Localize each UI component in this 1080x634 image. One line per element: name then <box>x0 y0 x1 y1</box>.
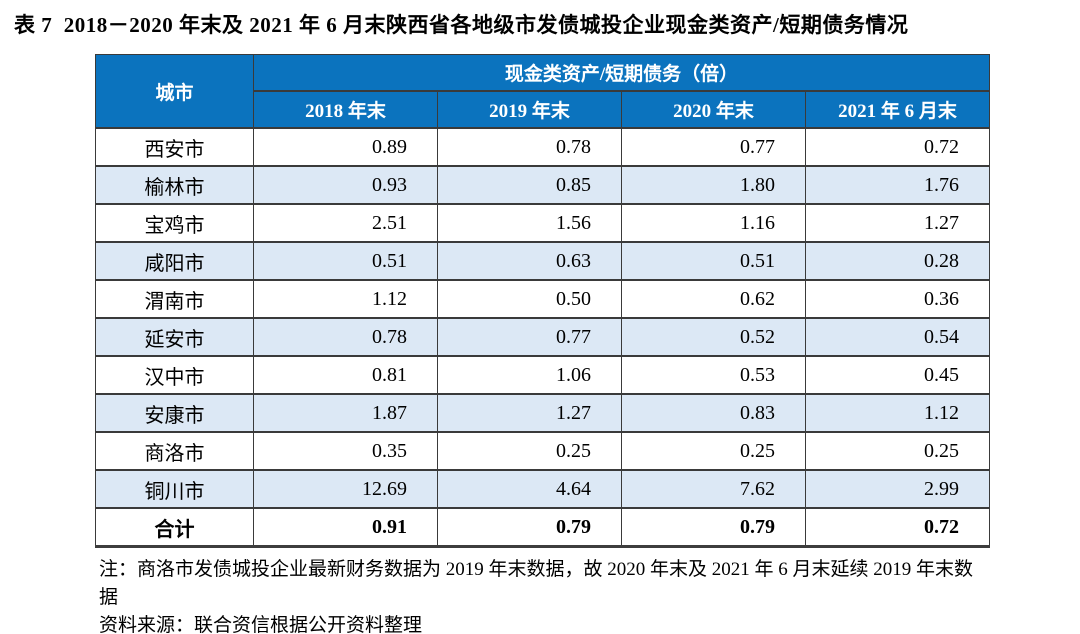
city-cell: 延安市 <box>95 317 254 357</box>
city-cell: 铜川市 <box>95 469 254 509</box>
value-cell: 0.63 <box>437 241 622 281</box>
value-cell: 0.93 <box>253 165 438 205</box>
value-cell: 0.78 <box>253 317 438 357</box>
value-cell: 0.78 <box>437 127 622 167</box>
header-period-2018: 2018 年末 <box>253 90 438 129</box>
header-period-2019: 2019 年末 <box>437 90 622 129</box>
value-cell: 1.12 <box>253 279 438 319</box>
city-cell: 宝鸡市 <box>95 203 254 243</box>
value-cell: 0.45 <box>805 355 990 395</box>
header-city: 城市 <box>95 54 254 129</box>
table-row: 宝鸡市 2.51 1.56 1.16 1.27 <box>95 203 990 243</box>
value-cell: 1.80 <box>621 165 806 205</box>
value-cell: 0.50 <box>437 279 622 319</box>
value-cell: 0.25 <box>621 431 806 471</box>
value-cell: 1.16 <box>621 203 806 243</box>
value-cell: 1.87 <box>253 393 438 433</box>
value-cell: 0.83 <box>621 393 806 433</box>
value-cell: 0.25 <box>437 431 622 471</box>
value-cell: 0.53 <box>621 355 806 395</box>
value-cell: 2.51 <box>253 203 438 243</box>
table-row: 榆林市 0.93 0.85 1.80 1.76 <box>95 165 990 205</box>
document-page: 表 7 2018－2020 年末及 2021 年 6 月末陕西省各地级市发债城投… <box>0 9 1080 634</box>
value-cell: 0.25 <box>805 431 990 471</box>
value-cell: 2.99 <box>805 469 990 509</box>
value-cell: 0.36 <box>805 279 990 319</box>
value-cell: 1.06 <box>437 355 622 395</box>
value-cell: 0.72 <box>805 507 990 548</box>
value-cell: 0.79 <box>621 507 806 548</box>
table-body: 西安市 0.89 0.78 0.77 0.72 榆林市 0.93 0.85 1.80 1.76 宝鸡… <box>95 127 990 548</box>
value-cell: 0.89 <box>253 127 438 167</box>
value-cell: 1.12 <box>805 393 990 433</box>
value-cell: 1.27 <box>437 393 622 433</box>
table-row: 安康市 1.87 1.27 0.83 1.12 <box>95 393 990 433</box>
value-cell: 0.77 <box>621 127 806 167</box>
city-cell: 咸阳市 <box>95 241 254 281</box>
city-cell: 渭南市 <box>95 279 254 319</box>
header-period-2020: 2020 年末 <box>621 90 806 129</box>
city-cell: 榆林市 <box>95 165 254 205</box>
total-label-cell: 合计 <box>95 507 254 548</box>
total-row: 合计 0.91 0.79 0.79 0.72 <box>95 507 990 548</box>
table-row: 渭南市 1.12 0.50 0.62 0.36 <box>95 279 990 319</box>
value-cell: 0.35 <box>253 431 438 471</box>
value-cell: 0.54 <box>805 317 990 357</box>
city-cell: 安康市 <box>95 393 254 433</box>
value-cell: 0.51 <box>621 241 806 281</box>
table-row: 延安市 0.78 0.77 0.52 0.54 <box>95 317 990 357</box>
table-header: 城市 现金类资产/短期债务（倍） 2018 年末 2019 年末 2020 年末… <box>95 54 990 129</box>
header-group-label: 现金类资产/短期债务（倍） <box>253 54 990 92</box>
header-period-2021jun: 2021 年 6 月末 <box>805 90 990 129</box>
value-cell: 0.79 <box>437 507 622 548</box>
table-notes: 注：商洛市发债城投企业最新财务数据为 2019 年末数据，故 2020 年末及 … <box>99 556 989 634</box>
value-cell: 12.69 <box>253 469 438 509</box>
value-cell: 1.27 <box>805 203 990 243</box>
value-cell: 1.56 <box>437 203 622 243</box>
table-title: 表 7 2018－2020 年末及 2021 年 6 月末陕西省各地级市发债城投… <box>14 13 909 37</box>
city-cell: 汉中市 <box>95 355 254 395</box>
table-row: 汉中市 0.81 1.06 0.53 0.45 <box>95 355 990 395</box>
value-cell: 7.62 <box>621 469 806 509</box>
value-cell: 0.91 <box>253 507 438 548</box>
value-cell: 1.76 <box>805 165 990 205</box>
value-cell: 0.72 <box>805 127 990 167</box>
table-note: 注：商洛市发债城投企业最新财务数据为 2019 年末数据，故 2020 年末及 … <box>99 559 974 608</box>
value-cell: 0.62 <box>621 279 806 319</box>
city-cell: 商洛市 <box>95 431 254 471</box>
value-cell: 0.81 <box>253 355 438 395</box>
table-row: 咸阳市 0.51 0.63 0.51 0.28 <box>95 241 990 281</box>
city-cell: 西安市 <box>95 127 254 167</box>
value-cell: 0.51 <box>253 241 438 281</box>
value-cell: 0.77 <box>437 317 622 357</box>
table-row: 铜川市 12.69 4.64 7.62 2.99 <box>95 469 990 509</box>
table-row: 商洛市 0.35 0.25 0.25 0.25 <box>95 431 990 471</box>
table-source: 资料来源：联合资信根据公开资料整理 <box>99 615 423 634</box>
header-row-periods: 2018 年末 2019 年末 2020 年末 2021 年 6 月末 <box>96 90 990 129</box>
header-row-group: 城市 现金类资产/短期债务（倍） <box>95 54 990 129</box>
value-cell: 0.28 <box>805 241 990 281</box>
value-cell: 4.64 <box>437 469 622 509</box>
data-table: 城市 现金类资产/短期债务（倍） 2018 年末 2019 年末 2020 年末… <box>95 54 990 548</box>
value-cell: 0.85 <box>437 165 622 205</box>
table-row: 西安市 0.89 0.78 0.77 0.72 <box>95 127 990 167</box>
value-cell: 0.52 <box>621 317 806 357</box>
